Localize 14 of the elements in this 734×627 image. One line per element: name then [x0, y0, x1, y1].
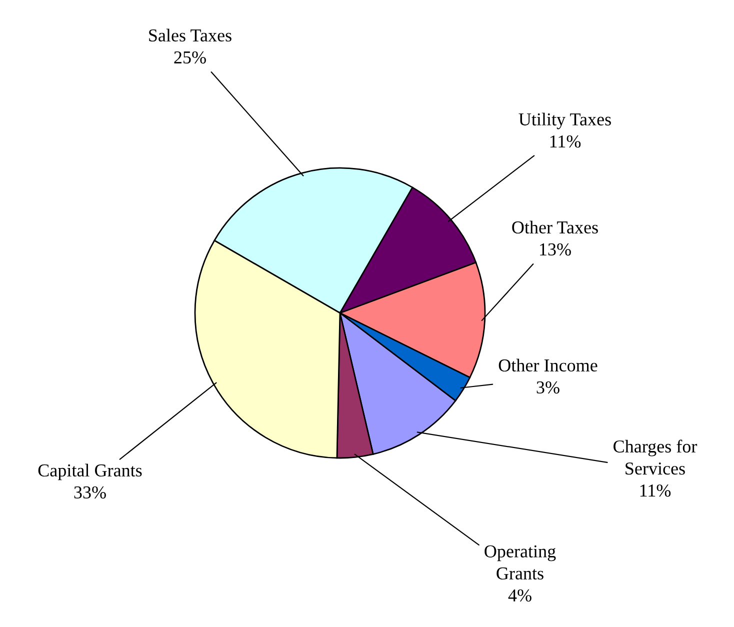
data-label: 25%	[174, 51, 206, 64]
data-label: 11%	[550, 135, 581, 148]
slice-label: Utility Taxes	[518, 112, 611, 130]
slice-label: Sales Taxes	[149, 28, 232, 42]
data-label: 4%	[508, 589, 532, 602]
slice-label: Other Income	[498, 358, 598, 372]
slice-label: Other Taxes	[512, 220, 598, 234]
slice-label: Operating Grants	[484, 545, 556, 580]
slice-label: Capital Grants	[38, 464, 142, 480]
slice-label: Charges for Services	[614, 440, 698, 475]
data-label: 11%	[640, 484, 671, 497]
data-label: 33%	[74, 486, 106, 499]
data-label: 3%	[536, 381, 560, 394]
data-label: 13%	[540, 243, 571, 256]
